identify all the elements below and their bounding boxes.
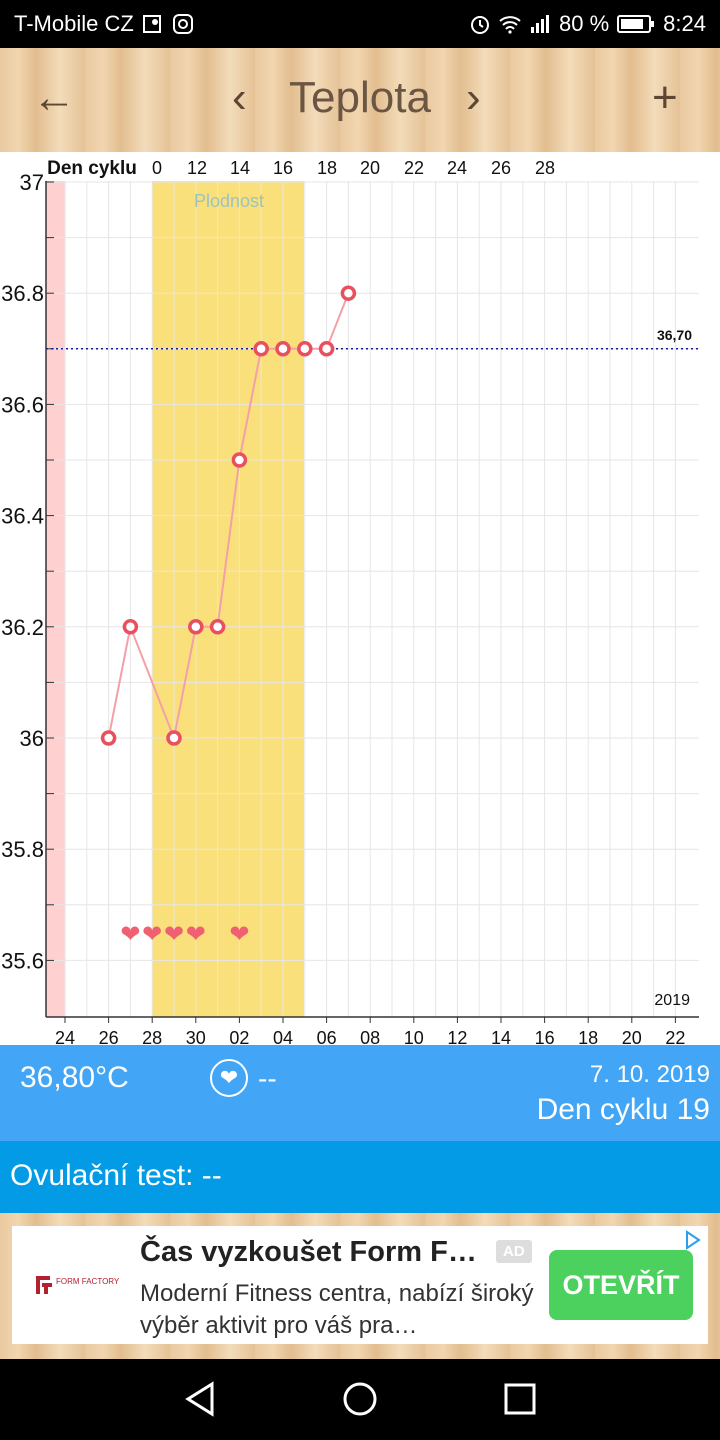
period-band [46,181,65,1017]
form-factory-logo: FORM FACTORY [36,1276,120,1294]
top-axis-label: Den cyklu [47,158,137,179]
x-tick-label: 24 [55,1028,75,1045]
app-header: ← ‹ Teplota › + [0,48,720,152]
y-tick-label: 36.2 [1,615,44,640]
y-tick-label: 36.4 [1,504,44,529]
temperature-point [188,619,204,635]
temperature-point [297,341,313,357]
adchoices-icon[interactable] [682,1229,704,1251]
temperature-point [275,341,291,357]
y-tick-label: 36 [20,726,44,751]
temperature-point [209,619,226,635]
x-tick-label: 16 [535,1028,555,1045]
top-tick-label: 0 [152,158,162,178]
top-tick-label: 12 [187,158,207,178]
chart-canvas: 37 36.8 36.6 36.4 36.2 36 35.8 35.6 Den cyklu 0 12… [1,158,699,1045]
year-label: 2019 [654,992,690,1009]
alarm-icon [471,16,490,34]
top-tick-label: 16 [273,158,293,178]
x-tick-label: 10 [404,1028,424,1045]
top-tick-label: 18 [317,158,337,178]
top-tick-label: 24 [447,158,467,178]
temperature-value: 36,80°C [20,1061,129,1094]
svg-text:FORM FACTORY: FORM FACTORY [56,1277,120,1286]
x-tick-label: 06 [317,1028,337,1045]
ovulation-bar[interactable]: Ovulační test: -- [0,1141,720,1213]
x-tick-label: 14 [491,1028,511,1045]
temperature-point [100,730,117,746]
ad-description: Moderní Fitness centra, nabízí široký vý… [140,1280,534,1339]
ad-banner-area: FORM FACTORY Čas vyzkoušet Form F… AD Mo… [0,1213,720,1359]
y-tick-label: 35.6 [1,948,44,973]
back-arrow-icon[interactable]: ← [32,73,76,122]
system-nav-bar [0,1359,720,1440]
top-tick-label: 22 [404,158,424,178]
y-tick-label: 35.8 [1,837,44,862]
temperature-chart[interactable]: 37 36.8 36.6 36.4 36.2 36 35.8 35.6 Den cyklu 0 12… [0,152,720,1045]
x-tick-label: 30 [186,1028,206,1045]
intercourse-heart-icon: ❤ [229,921,249,948]
x-tick-label: 02 [229,1028,249,1045]
temperature-point [231,452,248,468]
y-tick-label: 36.8 [1,281,44,306]
x-tick-label: 28 [142,1028,162,1045]
temperature-point [340,285,357,301]
ad-badge: AD [496,1240,532,1263]
next-chevron-icon[interactable]: › [466,73,481,122]
ad-open-button[interactable]: OTEVŘÍT [549,1250,693,1320]
x-tick-label: 26 [99,1028,119,1045]
intercourse-heart-icon: ❤ [164,921,184,948]
battery-percent: 80 % [559,11,610,36]
page-title: Teplota [289,73,431,122]
carrier-label: T-Mobile CZ [14,11,134,36]
ad-title: Čas vyzkoušet Form F… [140,1236,477,1268]
top-tick-label: 20 [360,158,380,178]
x-tick-label: 04 [273,1028,293,1045]
y-tick-label: 37 [20,170,44,195]
coverline-label: 36,70 [657,327,692,343]
nav-back-icon[interactable] [184,1381,216,1417]
nav-home-icon[interactable] [342,1381,378,1417]
heart-icon[interactable]: ❤ [210,1059,248,1097]
info-bar: 36,80°C ❤ -- 7. 10. 2019 Den cyklu 19 [0,1045,720,1141]
top-tick-label: 28 [535,158,555,178]
fertile-window-label: Plodnost [194,191,264,211]
temperature-point [122,619,139,635]
temperature-point [253,341,269,357]
intercourse-heart-icon: ❤ [120,921,140,948]
clock-time: 8:24 [663,11,706,36]
x-tick-label: 08 [360,1028,380,1045]
cycle-day-label: Den cyklu 19 [536,1093,710,1126]
x-tick-label: 20 [622,1028,642,1045]
temperature-point [318,341,335,357]
battery-icon [617,15,655,33]
ovulation-test-label: Ovulační test: -- [10,1159,222,1192]
status-bar: T-Mobile CZ 80 % 8:24 [0,0,720,48]
add-icon[interactable]: + [652,73,678,122]
top-tick-label: 26 [491,158,511,178]
signal-icon [531,15,550,33]
wifi-icon [499,16,521,34]
y-tick-label: 36.6 [1,392,44,417]
top-tick-label: 14 [230,158,250,178]
fertile-window-band [152,181,304,1017]
x-tick-label: 22 [665,1028,685,1045]
selected-date: 7. 10. 2019 [589,1061,710,1088]
ad-banner[interactable]: FORM FACTORY Čas vyzkoušet Form F… AD Mo… [12,1226,708,1344]
map-pin-icon [142,15,161,33]
intercourse-heart-icon: ❤ [186,921,206,948]
temperature-point [166,730,182,746]
prev-chevron-icon[interactable]: ‹ [232,73,247,122]
x-tick-label: 18 [578,1028,598,1045]
nav-recents-icon[interactable] [504,1381,536,1417]
x-tick-label: 12 [447,1028,467,1045]
intercourse-heart-icon: ❤ [142,921,162,948]
instagram-icon [172,14,193,34]
intercourse-value: -- [258,1063,277,1094]
